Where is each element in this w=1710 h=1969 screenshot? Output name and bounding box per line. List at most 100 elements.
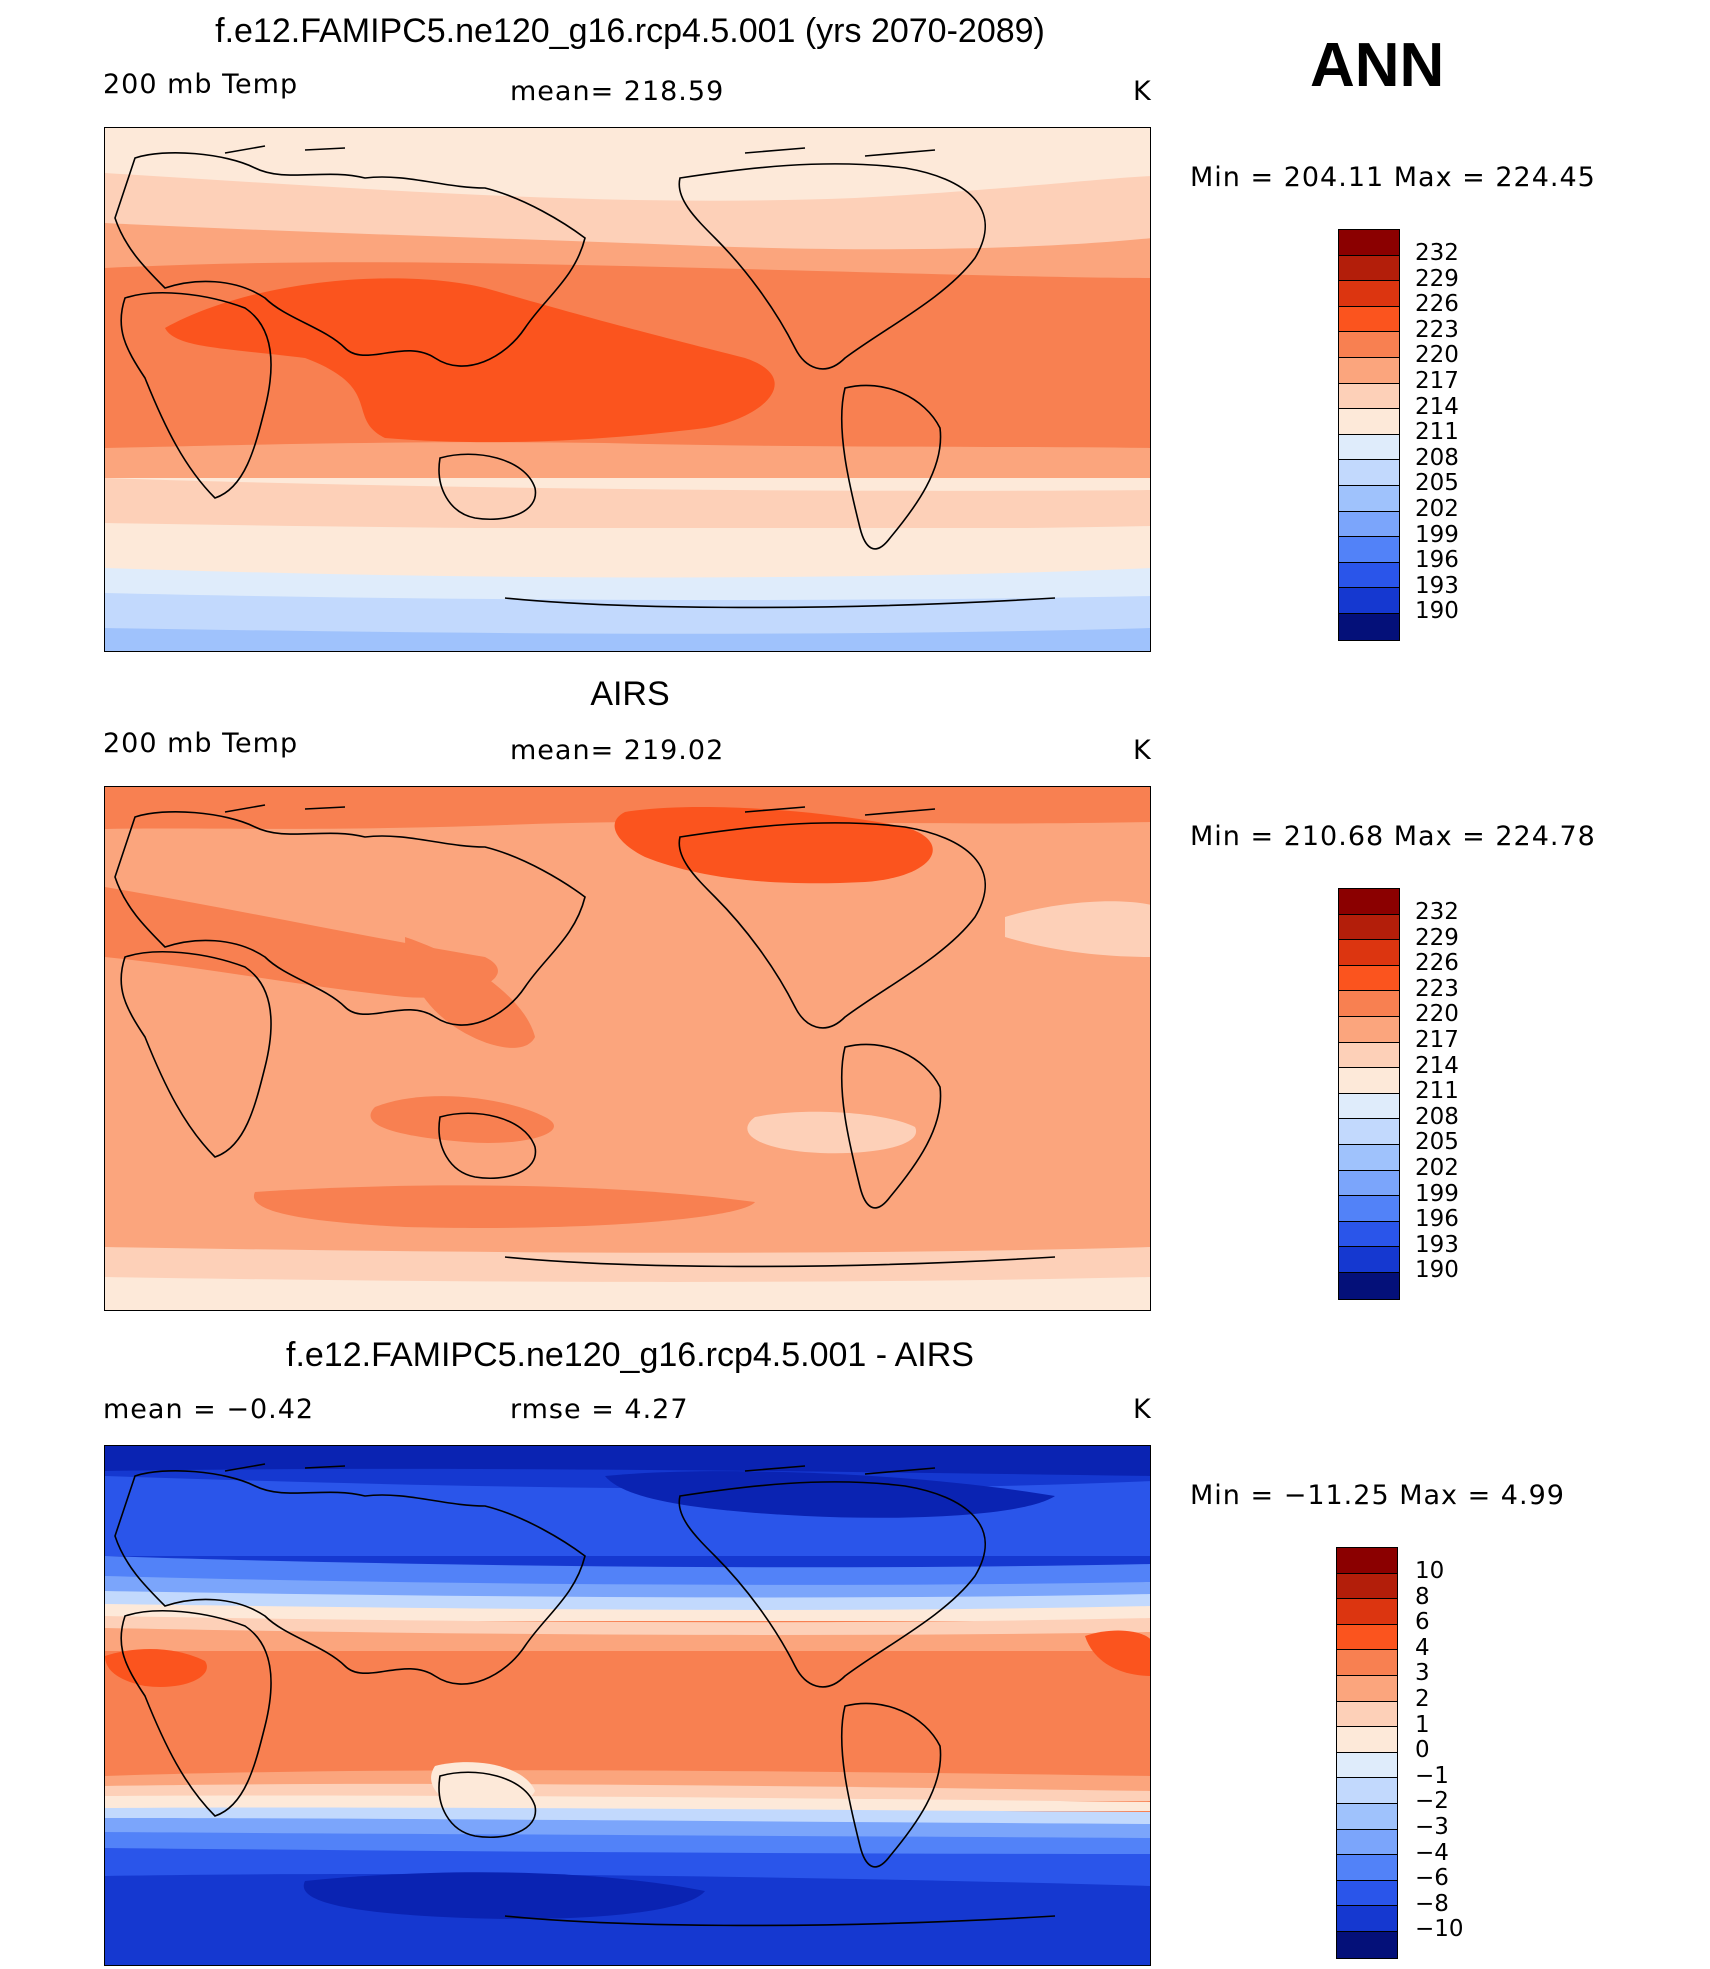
colorbar-tick: 0	[1415, 1737, 1430, 1764]
colorbar-tick: 193	[1415, 1231, 1459, 1258]
panel1-colorbar-ticks: 232 229 226 223 220 217 214 211 208 205 …	[1415, 240, 1459, 625]
colorbar-tick: 226	[1415, 950, 1459, 977]
panel2-colorbar-swatch	[1339, 965, 1399, 992]
panel3-colorbar-swatch	[1337, 1803, 1397, 1830]
panel3-colorbar-swatch	[1337, 1624, 1397, 1651]
panel1-colorbar-swatch	[1339, 511, 1399, 538]
panel2-colorbar-swatch	[1339, 991, 1399, 1017]
panel1-colorbar-swatch	[1339, 255, 1399, 282]
colorbar-tick: 208	[1415, 444, 1459, 471]
colorbar-tick: 208	[1415, 1103, 1459, 1130]
colorbar-tick: 196	[1415, 547, 1459, 574]
colorbar-tick: 10	[1415, 1558, 1445, 1584]
colorbar-tick: 199	[1415, 1180, 1459, 1207]
panel2-colorbar-swatch	[1339, 1170, 1399, 1197]
panel2-title: AIRS	[590, 675, 670, 713]
panel3-colorbar-swatch	[1337, 1906, 1397, 1932]
panel3-colorbar-swatch	[1337, 1548, 1397, 1574]
colorbar-tick: −6	[1415, 1865, 1449, 1892]
panel3-minmax: Min = −11.25 Max = 4.99	[1190, 1480, 1565, 1511]
panel3-colorbar-swatch	[1337, 1650, 1397, 1676]
panel1-minmax: Min = 204.11 Max = 224.45	[1190, 162, 1596, 193]
panel2-colorbar-swatch	[1339, 1093, 1399, 1120]
colorbar-tick: 190	[1415, 598, 1459, 625]
panel3-colorbar-swatch	[1337, 1752, 1397, 1779]
colorbar-tick: 202	[1415, 495, 1459, 522]
colorbar-tick: 217	[1415, 367, 1459, 394]
colorbar-tick: −8	[1415, 1890, 1449, 1917]
panel3-coastlines	[114, 1463, 1056, 1927]
panel1-colorbar-swatch	[1339, 230, 1399, 256]
colorbar-tick: 3	[1415, 1660, 1430, 1687]
colorbar-tick: −10	[1415, 1916, 1464, 1943]
panel3-colorbar-ticks: 10 8 6 4 3 2 1 0 −1 −2 −3 −4 −6 −8 −10	[1415, 1558, 1464, 1943]
panel3-map	[104, 1445, 1151, 1966]
panel2-unit-label: K	[1133, 735, 1152, 766]
panel3-colorbar-swatch	[1337, 1599, 1397, 1625]
colorbar-tick: 1	[1415, 1711, 1430, 1738]
panel1-colorbar-swatch	[1339, 613, 1399, 640]
panel2-colorbar-swatch	[1339, 1068, 1399, 1094]
colorbar-tick: 232	[1415, 240, 1459, 266]
panel3-difference-field	[105, 1446, 1150, 1965]
panel1-colorbar-swatch	[1339, 383, 1399, 410]
panel3-colorbar-swatch	[1337, 1880, 1397, 1907]
panel1-colorbar-swatch	[1339, 332, 1399, 358]
panel3-colorbar-swatch	[1337, 1778, 1397, 1804]
colorbar-tick: 220	[1415, 342, 1459, 369]
colorbar-tick: 205	[1415, 470, 1459, 497]
panel1-colorbar-swatch	[1339, 306, 1399, 333]
panel1-temperature-field	[105, 128, 1150, 651]
colorbar-tick: 193	[1415, 572, 1459, 599]
panel2-colorbar-ticks: 232 229 226 223 220 217 214 211 208 205 …	[1415, 899, 1459, 1284]
panel1-mean-label: mean= 218.59	[510, 76, 725, 107]
panel3-colorbar-swatch	[1337, 1675, 1397, 1702]
colorbar-tick: 4	[1415, 1634, 1430, 1661]
colorbar-tick: −4	[1415, 1839, 1449, 1866]
panel2-colorbar-swatch	[1339, 1247, 1399, 1273]
colorbar-tick: 223	[1415, 316, 1459, 343]
panel3-unit-label: K	[1133, 1394, 1152, 1425]
colorbar-tick: 211	[1415, 419, 1459, 446]
panel1-colorbar-swatch	[1339, 588, 1399, 614]
colorbar-tick: 217	[1415, 1026, 1459, 1053]
panel2-colorbar-swatch	[1339, 1016, 1399, 1043]
colorbar-tick: 229	[1415, 265, 1459, 292]
colorbar-tick: 205	[1415, 1129, 1459, 1156]
panel1-title: f.e12.FAMIPC5.ne120_g16.rcp4.5.001 (yrs …	[215, 12, 1045, 50]
colorbar-tick: −1	[1415, 1762, 1449, 1789]
panel1-colorbar-swatch	[1339, 460, 1399, 486]
panel1-coastlines	[114, 145, 1056, 609]
panel2-colorbar-swatch	[1339, 1272, 1399, 1299]
panel3-colorbar	[1336, 1547, 1398, 1959]
panel3-title: f.e12.FAMIPC5.ne120_g16.rcp4.5.001 - AIR…	[286, 1336, 974, 1374]
panel1-colorbar-swatch	[1339, 281, 1399, 307]
panel2-variable-label: 200 mb Temp	[103, 728, 299, 759]
panel1-colorbar-swatch	[1339, 357, 1399, 384]
panel3-colorbar-swatch	[1337, 1829, 1397, 1856]
colorbar-tick: 8	[1415, 1583, 1430, 1610]
panel1-variable-label: 200 mb Temp	[103, 69, 299, 100]
panel2-colorbar-swatch	[1339, 914, 1399, 941]
colorbar-tick: 196	[1415, 1206, 1459, 1233]
colorbar-tick: 226	[1415, 291, 1459, 318]
colorbar-tick: 202	[1415, 1154, 1459, 1181]
panel2-colorbar-swatch	[1339, 1196, 1399, 1222]
colorbar-tick: 214	[1415, 393, 1459, 420]
panel2-temperature-field	[105, 787, 1150, 1310]
panel3-colorbar-swatch	[1337, 1573, 1397, 1600]
colorbar-tick: 229	[1415, 924, 1459, 951]
panel2-colorbar	[1338, 888, 1400, 1300]
panel2-colorbar-swatch	[1339, 940, 1399, 966]
panel1-map	[104, 127, 1151, 652]
panel3-colorbar-swatch	[1337, 1701, 1397, 1728]
panel1-colorbar-swatch	[1339, 434, 1399, 461]
panel3-colorbar-swatch	[1337, 1727, 1397, 1753]
panel3-mean-label: mean = −0.42	[103, 1394, 315, 1425]
panel2-minmax: Min = 210.68 Max = 224.78	[1190, 821, 1596, 852]
panel2-colorbar-swatch	[1339, 1119, 1399, 1145]
panel1-colorbar-swatch	[1339, 485, 1399, 512]
panel1-colorbar	[1338, 229, 1400, 641]
colorbar-tick: 232	[1415, 899, 1459, 925]
panel1-colorbar-swatch	[1339, 537, 1399, 563]
